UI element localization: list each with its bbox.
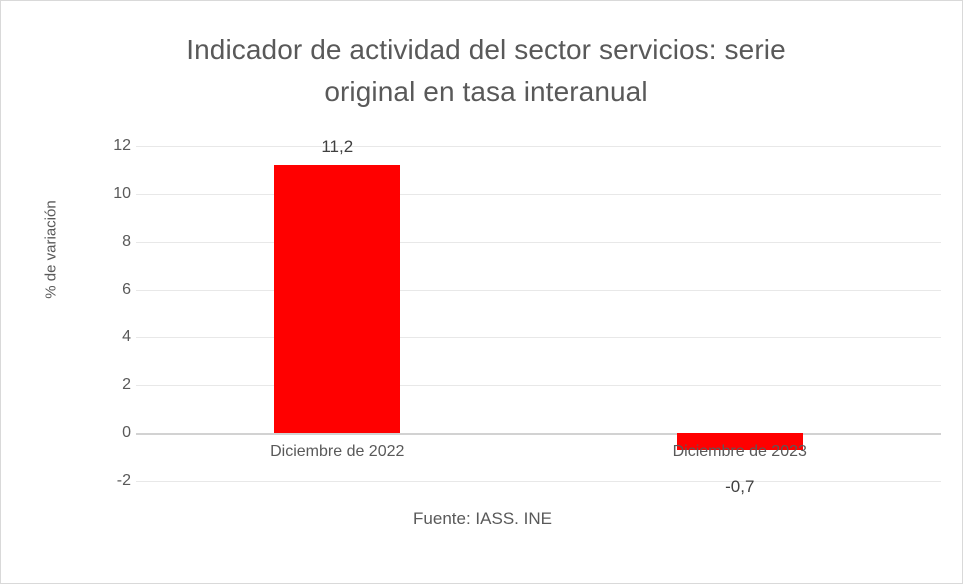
y-axis-tick-label: 12 xyxy=(113,137,131,154)
y-axis-tick-label: 0 xyxy=(122,424,131,442)
gridline xyxy=(136,289,941,291)
y-axis-title: % de variación xyxy=(42,200,60,299)
y-axis-tick-label: 6 xyxy=(122,280,131,298)
gridline xyxy=(136,385,941,387)
y-axis-tick-label: 10 xyxy=(113,184,131,202)
gridline xyxy=(136,193,941,195)
bar-value-label: -0,7 xyxy=(725,476,755,496)
y-axis-tick-label: -2 xyxy=(116,472,131,489)
y-axis-tick-labels: 12 10 8 6 4 2 0 -2 xyxy=(86,137,131,489)
bar xyxy=(274,165,401,434)
x-axis-category-label: Diciembre de 2023 xyxy=(672,443,807,461)
zero-gridline xyxy=(136,433,941,436)
gridline xyxy=(136,241,941,243)
bar xyxy=(676,433,803,450)
y-axis-tick-label: 8 xyxy=(122,232,131,250)
gridline xyxy=(136,146,941,147)
x-axis-category-label: Diciembre de 2022 xyxy=(270,443,405,461)
bar-value-label: 11,2 xyxy=(321,137,354,157)
y-axis-tick-label: 4 xyxy=(122,328,131,346)
gridline xyxy=(136,481,941,482)
y-axis-tick-label: 2 xyxy=(122,376,131,394)
chart-title: Indicador de actividad del sector servic… xyxy=(186,34,786,107)
gridline xyxy=(136,337,941,339)
source-note: Fuente: IASS. INE xyxy=(413,509,552,528)
plot-area: 11,2 Diciembre de 2022 -0,7 Diciembre de 20… xyxy=(136,137,941,496)
